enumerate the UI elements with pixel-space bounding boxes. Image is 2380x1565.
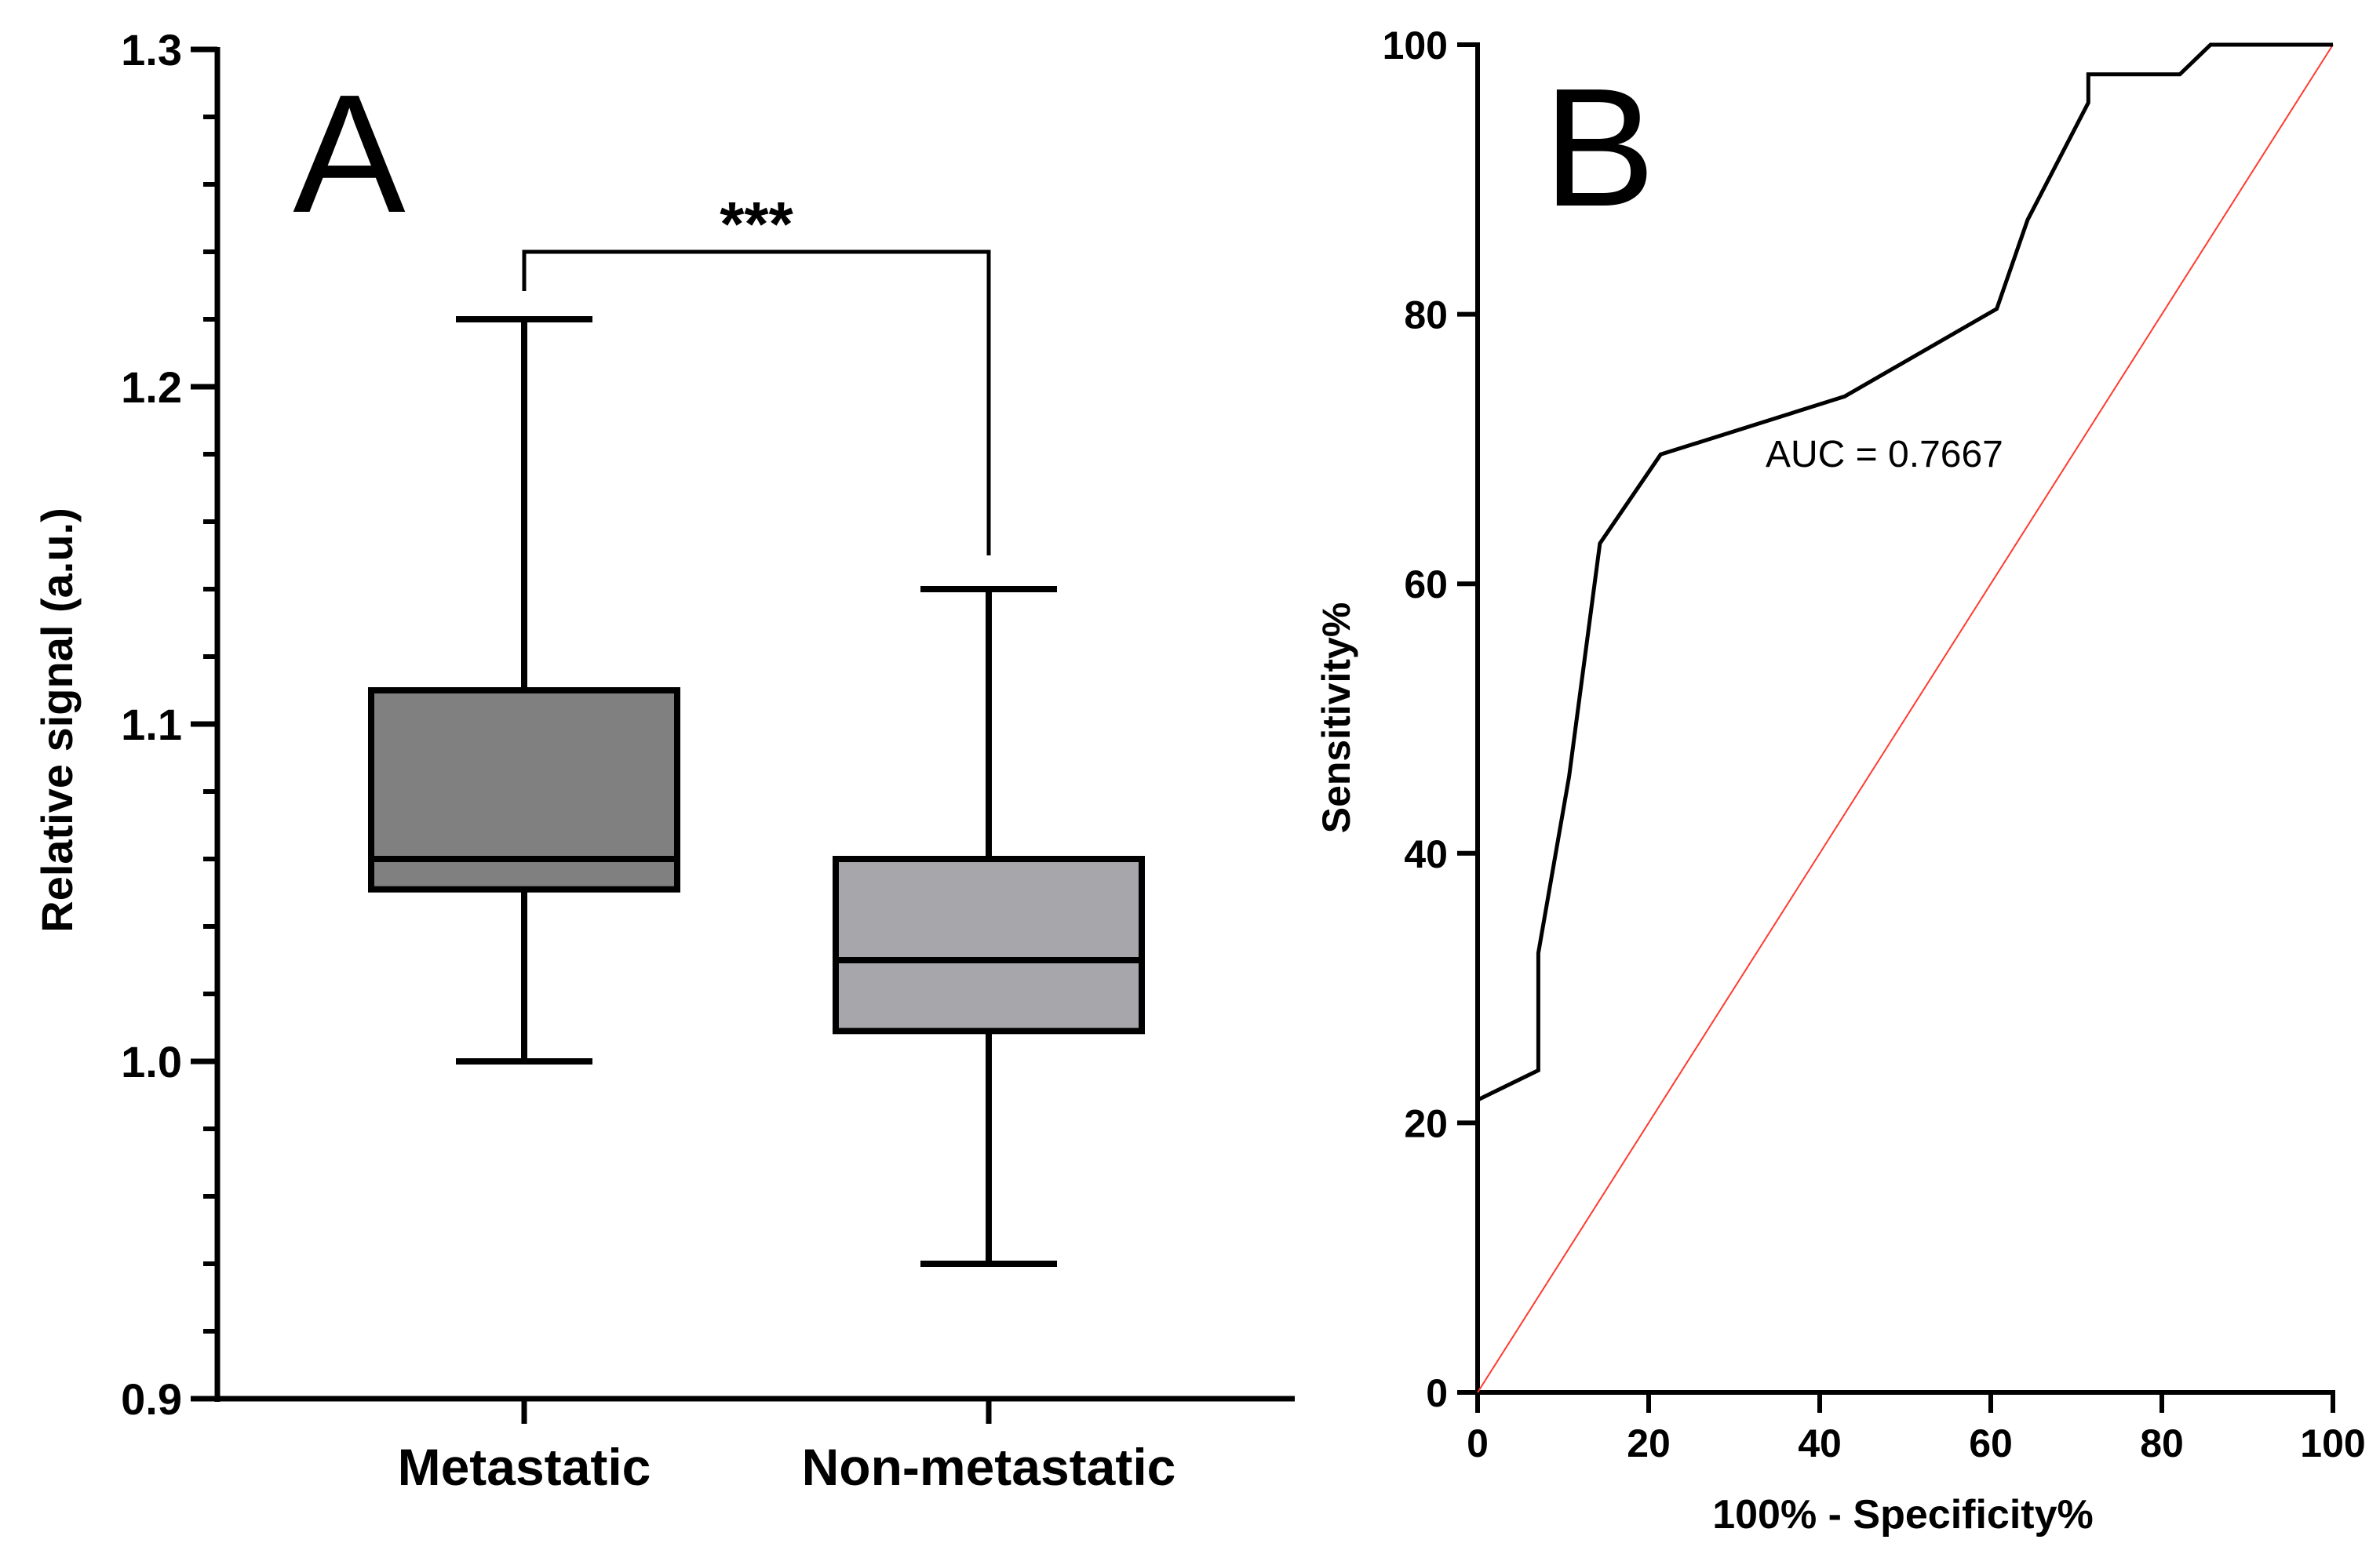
panel-b-y-tick-label: 20 bbox=[1404, 1101, 1448, 1145]
panel-a-tick-labels: 0.9 1.0 1.1 1.2 1.3 Metastatic Non-metastatic bbox=[121, 25, 1175, 1496]
panel-a-y-tick-label: 1.0 bbox=[121, 1037, 182, 1086]
panel-a-y-tick-label: 1.2 bbox=[121, 362, 182, 412]
panel-a-y-tick-label: 1.3 bbox=[121, 25, 182, 75]
panel-b-roc-plot: B Sensitivity% 100% - Specificity% 0 20 40… bbox=[1314, 24, 2366, 1538]
panel-b-x-tick-label: 40 bbox=[1798, 1421, 1842, 1465]
panel-a-y-tick-label: 0.9 bbox=[121, 1374, 182, 1424]
panel-a-x-tick-label: Non-metastatic bbox=[802, 1438, 1176, 1496]
panel-a-boxes bbox=[368, 316, 1145, 1267]
panel-b-y-tick-label: 40 bbox=[1404, 832, 1448, 876]
box-non-metastatic bbox=[833, 586, 1145, 1267]
panel-a-significance: *** bbox=[522, 189, 991, 555]
panel-b-letter: B bbox=[1543, 53, 1655, 242]
roc-curve bbox=[1476, 42, 2333, 1102]
panel-a-box-plot: A Relative signal (a.u.) 0.9 1.0 1.1 1.2 1.3… bbox=[32, 25, 1295, 1496]
panel-b-x-tick-label: 80 bbox=[2140, 1421, 2184, 1465]
panel-a-y-tick-label: 1.1 bbox=[121, 700, 182, 749]
auc-annotation: AUC = 0.7667 bbox=[1766, 434, 2003, 475]
panel-a-axes bbox=[191, 46, 1295, 1424]
significance-bracket bbox=[522, 249, 991, 555]
iqr-box bbox=[833, 856, 1145, 1035]
panel-b-axes bbox=[1457, 42, 2335, 1413]
panel-b-x-tick-label: 0 bbox=[1467, 1421, 1489, 1465]
panel-b-y-tick-label: 80 bbox=[1404, 293, 1448, 337]
significance-label: *** bbox=[720, 189, 793, 259]
panel-b-x-tick-label: 20 bbox=[1627, 1421, 1671, 1465]
panel-b-x-axis-label: 100% - Specificity% bbox=[1712, 1492, 2094, 1538]
panel-b-y-tick-label: 0 bbox=[1426, 1371, 1448, 1415]
reference-line bbox=[1477, 44, 2334, 1393]
box-metastatic bbox=[368, 316, 680, 1065]
panel-b-x-tick-label: 60 bbox=[1969, 1421, 2013, 1465]
panel-b-y-tick-label: 60 bbox=[1404, 562, 1448, 606]
panel-b-y-axis-label: Sensitivity% bbox=[1314, 602, 1358, 834]
panel-b-tick-labels: 0 20 40 60 80 100 0 20 40 60 80 100 bbox=[1383, 24, 2366, 1465]
panel-b-y-tick-label: 100 bbox=[1383, 24, 1448, 67]
panel-b-x-tick-label: 100 bbox=[2300, 1421, 2365, 1465]
panel-a-letter: A bbox=[293, 59, 405, 248]
panel-b-curves bbox=[1476, 42, 2334, 1393]
panel-a-x-tick-label: Metastatic bbox=[398, 1438, 651, 1496]
panel-a-y-axis-label: Relative signal (a.u.) bbox=[32, 508, 82, 933]
